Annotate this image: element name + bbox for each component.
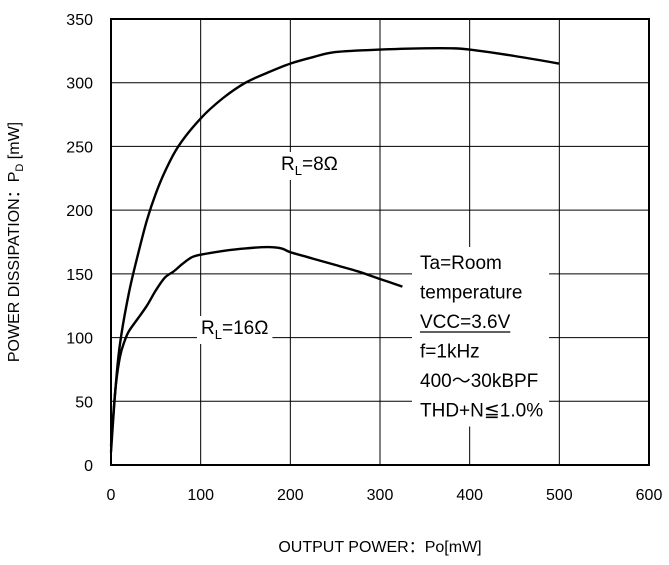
curves: [109, 46, 560, 453]
y-tick-label: 350: [66, 12, 93, 29]
annotation-line: temperature: [420, 283, 522, 304]
annotation-line: THD+N≦1.0%: [420, 401, 543, 422]
x-tick-label: 400: [456, 487, 483, 504]
series-label-main: R: [281, 154, 295, 175]
y-axis-title-main: POWER DISSIPATION：P: [6, 172, 23, 363]
series-label-background: [277, 152, 342, 180]
y-tick-label: 250: [66, 139, 93, 156]
series-label-rl-16ohm: RL=16Ω: [201, 318, 268, 342]
tick-labels: 0 100 200 300 400 500 600 0 50 100 150 200 250 300 350: [66, 12, 662, 504]
y-tick-label: 200: [66, 203, 93, 220]
x-tick-label: 500: [546, 487, 573, 504]
series-label-rest: =8Ω: [302, 154, 338, 175]
x-tick-label: 300: [367, 487, 394, 504]
x-tick-label: 200: [277, 487, 304, 504]
y-tick-label: 0: [84, 458, 93, 475]
x-tick-label: 600: [636, 487, 663, 504]
annotation-line: Ta=Room: [420, 253, 502, 274]
conditions-annotation: Ta=Room temperature VCC=3.6V f=1kHz 400～30kB…: [412, 247, 550, 427]
y-axis-title-unit: [mW]: [6, 122, 23, 164]
y-tick-label: 50: [75, 394, 93, 411]
grid: [111, 19, 649, 465]
x-tick-label: 0: [107, 487, 116, 504]
y-tick-label: 100: [66, 331, 93, 348]
annotation-line: VCC=3.6V: [420, 312, 511, 333]
y-axis-title: POWER DISSIPATION：PD [mW]: [6, 122, 26, 362]
annotation-background: [412, 247, 550, 427]
series-line-rl-16ohm: [109, 245, 403, 446]
annotation-line: 400～30kBPF: [420, 371, 538, 392]
x-tick-label: 100: [187, 487, 214, 504]
series-label-main: R: [201, 318, 215, 339]
plot-frame: [110, 18, 650, 466]
y-tick-label: 300: [66, 76, 93, 93]
annotation-line: f=1kHz: [420, 342, 480, 363]
y-axis-title-sub: D: [14, 164, 26, 172]
series-line-rl-8ohm: [109, 46, 560, 453]
series-label-sub: L: [215, 327, 222, 342]
y-tick-label: 150: [66, 267, 93, 284]
curve-label-backgrounds: [197, 152, 342, 344]
series-label-background: [197, 316, 273, 344]
x-axis-title: OUTPUT POWER：Po[mW]: [278, 539, 481, 556]
series-label-rest: =16Ω: [222, 318, 268, 339]
series-label-rl-8ohm: RL=8Ω: [281, 154, 338, 178]
series-label-sub: L: [295, 163, 302, 178]
